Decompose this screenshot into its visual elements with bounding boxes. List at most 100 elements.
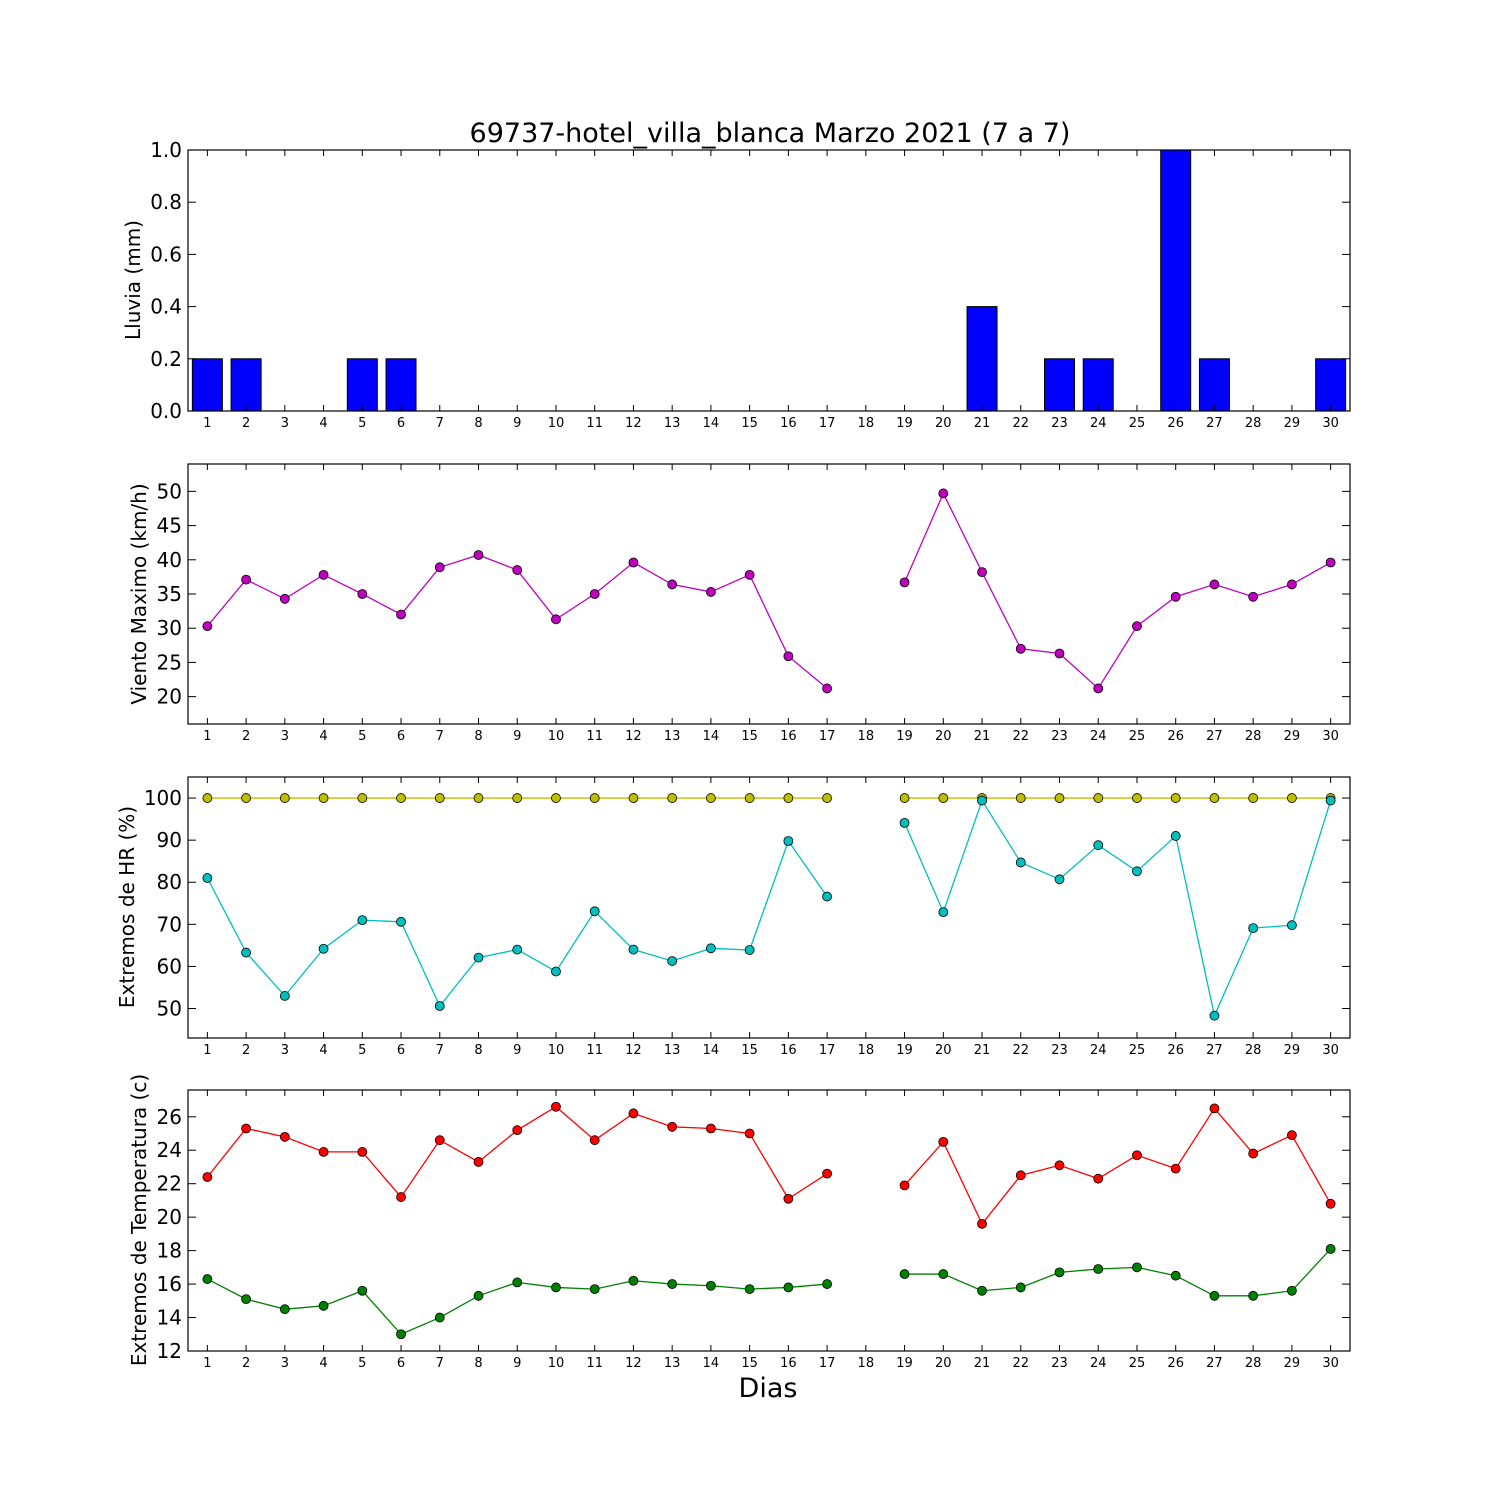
temperature-xtick-label: 29 (1284, 1356, 1301, 1371)
hr-min-point-day-16 (783, 836, 794, 846)
hr-max-point-day-10 (551, 793, 561, 803)
temperature-xtick-label: 8 (474, 1356, 482, 1371)
hr-min-point-day-20 (938, 907, 949, 918)
wind-xtick-label: 14 (703, 729, 720, 744)
wind-ytick-label: 40 (157, 548, 182, 572)
hr-max-point-day-1 (202, 793, 213, 803)
wind-max-point-day-6 (396, 609, 406, 620)
temperature-xtick-label: 22 (1012, 1356, 1029, 1371)
wind-max-point-day-26 (1170, 591, 1181, 602)
hr-max-point-day-12 (628, 793, 639, 803)
rain-xtick-label: 4 (319, 416, 327, 431)
wind-xtick-label: 9 (513, 729, 521, 744)
humidity-ylabel: Extremos de HR (%) (115, 806, 139, 1008)
hr-max-point-day-20 (938, 793, 949, 803)
rain-bar-day-2 (230, 358, 262, 412)
hr-max-point-day-28 (1248, 793, 1259, 803)
wind-xtick-label: 2 (242, 729, 250, 744)
temp-min-point-day-16 (783, 1282, 794, 1293)
temp-max-point-day-15 (744, 1128, 755, 1139)
temp-min-point-day-13 (667, 1279, 678, 1289)
rain-ytick-label: 1.0 (150, 138, 182, 162)
rain-bar-day-5 (346, 358, 378, 412)
hr-min-point-day-15 (744, 945, 755, 955)
hr-min-point-day-7 (434, 1001, 445, 1011)
rain-ytick-label: 0.2 (150, 347, 182, 371)
rain-xtick-label: 24 (1090, 416, 1107, 431)
temperature-xtick-label: 9 (513, 1356, 521, 1371)
humidity-ytick-label: 90 (157, 828, 182, 852)
rain-xtick-label: 2 (242, 416, 250, 431)
wind-xtick-label: 20 (935, 729, 952, 744)
rain-xtick-label: 1 (203, 416, 211, 431)
temp-min-point-day-27 (1209, 1290, 1220, 1301)
hr-min-point-day-14 (706, 943, 716, 954)
hr-min-point-day-1 (202, 873, 213, 883)
wind-max-point-day-15 (744, 569, 755, 580)
hr-max-point-day-29 (1287, 793, 1297, 803)
rain-xtick-label: 17 (819, 416, 836, 431)
hr-max-point-day-14 (706, 793, 716, 803)
wind-xtick-label: 30 (1322, 729, 1339, 744)
wind-max-point-day-21 (977, 567, 987, 578)
hr-max-point-day-24 (1093, 793, 1104, 803)
temp-max-point-day-30 (1325, 1198, 1336, 1209)
humidity-xtick-label: 12 (625, 1043, 642, 1058)
wind-max-point-day-24 (1093, 683, 1104, 694)
hr-min-point-day-2 (241, 947, 252, 958)
temp-max-point-day-14 (706, 1123, 716, 1134)
temp-min-point-day-12 (628, 1275, 639, 1286)
hr-min-point-day-11 (589, 906, 600, 917)
wind-ylabel: Viento Maximo (km/h) (127, 483, 151, 704)
wind-max-point-day-29 (1287, 579, 1297, 590)
figure-title: 69737-hotel_villa_blanca Marzo 2021 (7 a… (470, 118, 1071, 149)
rain-xtick-label: 29 (1284, 416, 1301, 431)
rain-bar-day-30 (1315, 358, 1347, 412)
hr-min-point-day-10 (551, 966, 561, 977)
rain-bar-day-21 (966, 306, 998, 412)
wind-ytick-label: 30 (157, 616, 182, 640)
temp-max-point-day-20 (938, 1136, 949, 1147)
hr-max-point-day-6 (396, 793, 406, 803)
temp-min-line-1 (904, 1248, 1332, 1297)
temp-max-point-day-22 (1015, 1170, 1026, 1181)
temp-min-point-day-9 (512, 1277, 523, 1288)
hr-min-point-day-25 (1132, 866, 1142, 877)
temp-max-point-day-24 (1093, 1173, 1104, 1184)
wind-xtick-label: 3 (281, 729, 289, 744)
temp-min-point-day-7 (434, 1312, 445, 1323)
rain-xtick-label: 19 (896, 416, 913, 431)
wind-max-point-day-1 (202, 621, 213, 632)
hr-min-point-day-21 (977, 795, 987, 806)
temperature-xtick-label: 24 (1090, 1356, 1107, 1371)
wind-xtick-label: 23 (1051, 729, 1068, 744)
rain-panel: Lluvia (mm) 1 2 3 4 5 6 7 8 9 10 11 12 13 14 15 16 17 18 1… (121, 138, 1351, 431)
temp-min-point-day-29 (1287, 1285, 1297, 1296)
humidity-xtick-label: 8 (474, 1043, 482, 1058)
humidity-xtick-label: 17 (819, 1043, 836, 1058)
wind-max-point-day-19 (899, 577, 910, 588)
humidity-xtick-label: 22 (1012, 1043, 1029, 1058)
temperature-xtick-label: 27 (1206, 1356, 1223, 1371)
temperature-xtick-label: 20 (935, 1356, 952, 1371)
humidity-xtick-label: 6 (397, 1043, 405, 1058)
temperature-ytick-label: 14 (157, 1306, 182, 1330)
rain-xtick-label: 30 (1322, 416, 1339, 431)
temperature-ylabel: Extremos de Temperatura (c) (127, 1074, 151, 1366)
temperature-xtick-label: 23 (1051, 1356, 1068, 1371)
temperature-xtick-label: 15 (741, 1356, 758, 1371)
wind-xtick-label: 28 (1245, 729, 1262, 744)
wind-xtick-label: 10 (548, 729, 565, 744)
humidity-xtick-label: 29 (1284, 1043, 1301, 1058)
rain-bar-day-23 (1044, 358, 1075, 412)
rain-xtick-label: 28 (1245, 416, 1262, 431)
wind-xtick-label: 1 (203, 729, 211, 744)
rain-xtick-label: 3 (281, 416, 289, 431)
humidity-xtick-label: 14 (703, 1043, 720, 1058)
wind-xtick-label: 18 (858, 729, 875, 744)
humidity-xtick-label: 23 (1051, 1043, 1068, 1058)
temperature-xtick-label: 26 (1167, 1356, 1184, 1371)
humidity-xtick-label: 21 (974, 1043, 991, 1058)
wind-max-point-day-14 (706, 587, 716, 597)
humidity-xtick-label: 30 (1322, 1043, 1339, 1058)
